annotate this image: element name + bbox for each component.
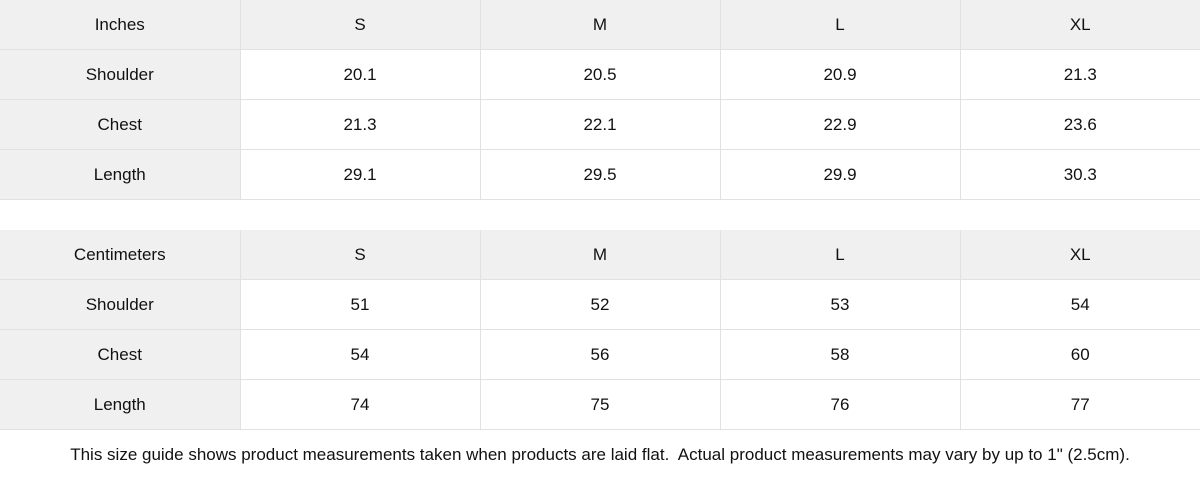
measurement-cell: 56 — [480, 329, 721, 380]
row-label-cell: Chest — [0, 329, 241, 380]
measurement-cell: 58 — [720, 329, 961, 380]
size-header-cell-s: S — [240, 230, 481, 280]
measurement-cell: 22.9 — [720, 99, 961, 150]
row-label-cell: Shoulder — [0, 49, 241, 100]
table-row-length: Length 29.1 29.5 29.9 30.3 — [0, 149, 1200, 200]
size-header-cell-m: M — [480, 230, 721, 280]
measurement-cell: 21.3 — [240, 99, 481, 150]
measurement-cell: 23.6 — [960, 99, 1200, 150]
header-row-centimeters: Centimeters S M L XL — [0, 230, 1200, 280]
row-label-cell: Chest — [0, 99, 241, 150]
table-row-shoulder: Shoulder 51 52 53 54 — [0, 279, 1200, 330]
row-label-cell: Length — [0, 149, 241, 200]
measurement-cell: 54 — [240, 329, 481, 380]
table-row-chest: Chest 54 56 58 60 — [0, 329, 1200, 380]
measurement-cell: 20.5 — [480, 49, 721, 100]
table-spacer — [0, 200, 1200, 230]
measurement-cell: 53 — [720, 279, 961, 330]
measurement-cell: 22.1 — [480, 99, 721, 150]
unit-header-cell: Centimeters — [0, 230, 241, 280]
measurement-cell: 29.1 — [240, 149, 481, 200]
measurement-cell: 51 — [240, 279, 481, 330]
size-header-cell-l: L — [720, 0, 961, 50]
measurement-cell: 54 — [960, 279, 1200, 330]
size-header-cell-m: M — [480, 0, 721, 50]
size-header-cell-xl: XL — [960, 230, 1200, 280]
measurement-cell: 60 — [960, 329, 1200, 380]
measurement-cell: 29.5 — [480, 149, 721, 200]
measurement-cell: 76 — [720, 379, 961, 430]
unit-header-cell: Inches — [0, 0, 241, 50]
size-header-cell-l: L — [720, 230, 961, 280]
table-row-shoulder: Shoulder 20.1 20.5 20.9 21.3 — [0, 49, 1200, 100]
measurement-cell: 20.9 — [720, 49, 961, 100]
measurement-cell: 52 — [480, 279, 721, 330]
measurement-cell: 75 — [480, 379, 721, 430]
measurement-cell: 29.9 — [720, 149, 961, 200]
table-row-length: Length 74 75 76 77 — [0, 379, 1200, 430]
size-header-cell-xl: XL — [960, 0, 1200, 50]
table-row-chest: Chest 21.3 22.1 22.9 23.6 — [0, 99, 1200, 150]
measurement-cell: 30.3 — [960, 149, 1200, 200]
size-header-cell-s: S — [240, 0, 481, 50]
size-note: This size guide shows product measuremen… — [70, 445, 1130, 464]
size-table-inches: Inches S M L XL Shoulder 20.1 20.5 20.9 … — [0, 0, 1200, 200]
measurement-cell: 74 — [240, 379, 481, 430]
row-label-cell: Shoulder — [0, 279, 241, 330]
measurement-cell: 77 — [960, 379, 1200, 430]
row-label-cell: Length — [0, 379, 241, 430]
header-row-inches: Inches S M L XL — [0, 0, 1200, 50]
size-table-centimeters: Centimeters S M L XL Shoulder 51 52 53 5… — [0, 230, 1200, 430]
measurement-cell: 20.1 — [240, 49, 481, 100]
measurement-cell: 21.3 — [960, 49, 1200, 100]
